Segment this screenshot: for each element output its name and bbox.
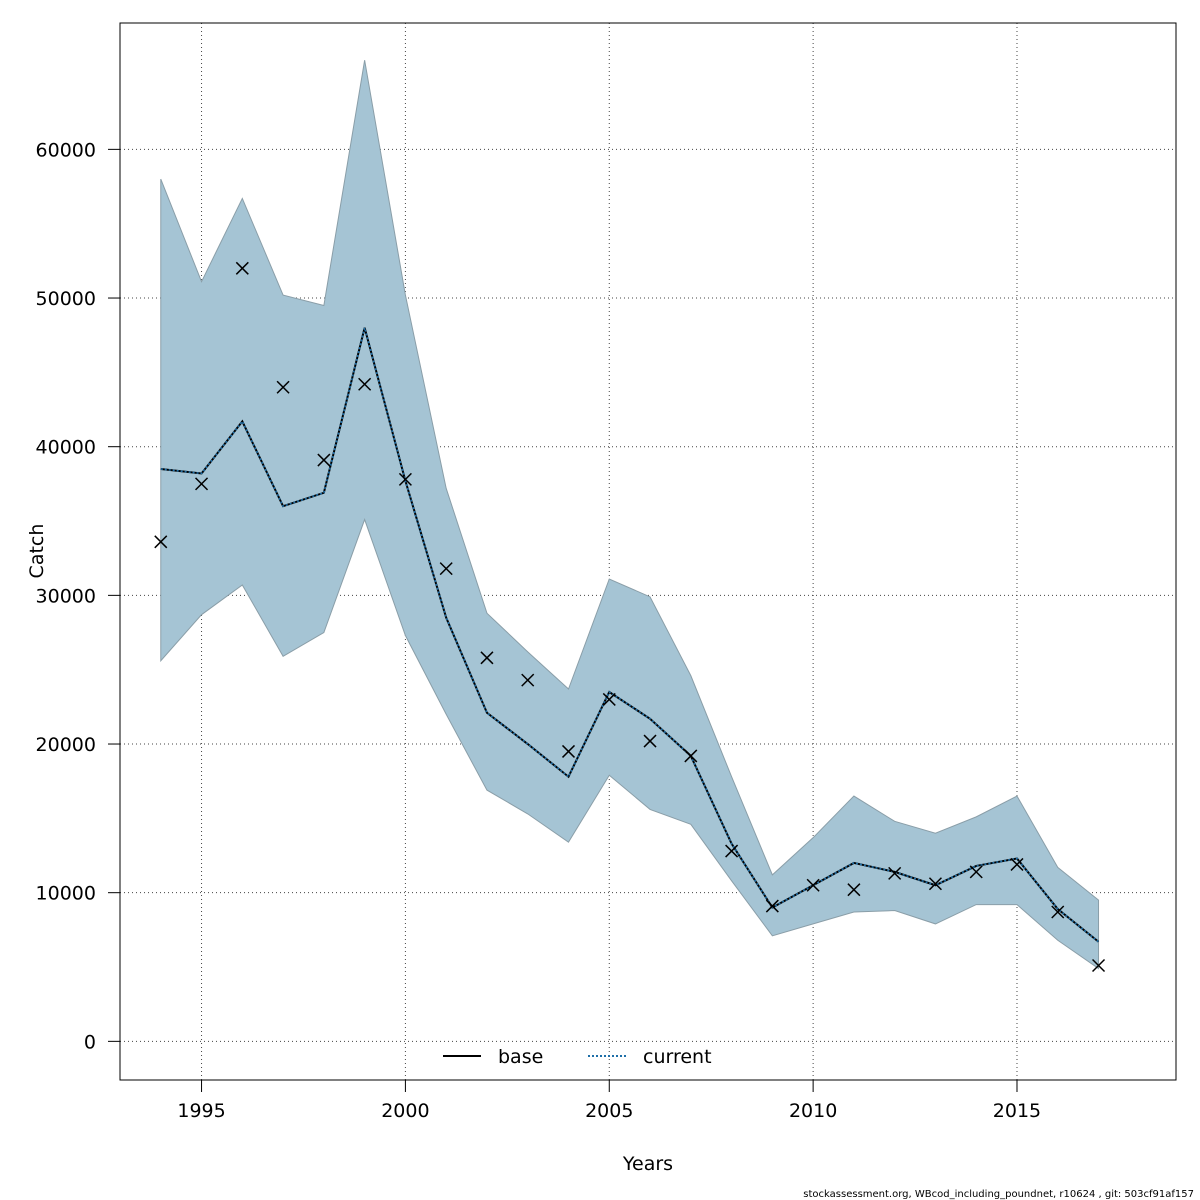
legend-current-label: current <box>643 1046 712 1068</box>
axes: 1995 2000 2005 2010 2015 0 10000 20000 30000 4000… <box>36 139 1042 1122</box>
observed-point <box>847 883 861 897</box>
observed-point <box>398 472 412 486</box>
observed-point <box>561 744 576 758</box>
observed-markers <box>154 261 1106 973</box>
observed-point <box>195 477 209 491</box>
plot-frame <box>119 22 1177 1081</box>
observed-point <box>154 535 168 549</box>
y-tick-label: 50000 <box>36 288 96 310</box>
observed-point <box>1051 905 1065 919</box>
x-tick-label: 2010 <box>789 1100 837 1122</box>
observed-point <box>725 844 739 858</box>
observed-point <box>480 651 494 665</box>
y-tick-label: 60000 <box>36 139 96 161</box>
observed-point <box>643 734 657 748</box>
observed-point <box>602 692 616 706</box>
legend: base current <box>443 1046 712 1068</box>
y-tick-label: 40000 <box>36 437 96 459</box>
x-tick-label: 2000 <box>381 1100 429 1122</box>
x-axis-label: Years <box>622 1153 673 1175</box>
observed-point <box>928 877 942 891</box>
observed-point <box>521 673 535 687</box>
observed-point <box>276 380 290 394</box>
y-tick-label: 0 <box>84 1031 96 1053</box>
y-tick-label: 10000 <box>36 883 96 905</box>
confidence-band <box>160 60 1100 970</box>
observed-point <box>969 865 983 879</box>
observed-point <box>765 899 779 913</box>
x-tick-label: 1995 <box>177 1100 225 1122</box>
y-tick-label: 30000 <box>36 585 96 607</box>
x-tick-label: 2005 <box>585 1100 633 1122</box>
observed-point <box>806 878 820 892</box>
observed-point <box>439 562 453 576</box>
y-axis-label: Catch <box>26 524 48 579</box>
observed-point <box>235 261 249 275</box>
observed-point <box>1092 958 1106 973</box>
x-tick-label: 2015 <box>993 1100 1041 1122</box>
legend-base-label: base <box>498 1046 543 1068</box>
footer-source: stockassessment.org, WBcod_including_pou… <box>803 1189 1194 1200</box>
observed-point <box>1010 857 1024 871</box>
series-line-current <box>160 327 1100 943</box>
observed-point <box>684 749 698 763</box>
observed-point <box>358 377 372 391</box>
observed-point <box>888 866 902 880</box>
series-lines <box>160 327 1100 943</box>
y-tick-label: 20000 <box>36 734 96 756</box>
observed-point <box>317 453 331 467</box>
